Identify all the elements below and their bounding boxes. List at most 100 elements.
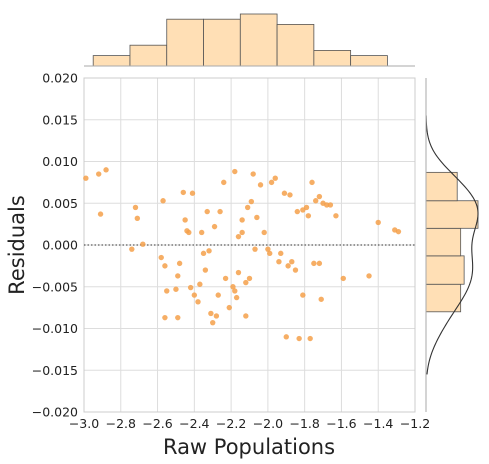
x-histogram-bar bbox=[276, 23, 315, 67]
data-point bbox=[318, 296, 324, 302]
data-point bbox=[267, 250, 273, 257]
data-point bbox=[221, 179, 227, 186]
data-point bbox=[307, 335, 313, 342]
data-point bbox=[283, 334, 289, 340]
data-point bbox=[175, 314, 181, 321]
data-point bbox=[164, 288, 170, 294]
data-point bbox=[230, 284, 236, 290]
data-point bbox=[213, 313, 220, 319]
data-point bbox=[96, 171, 102, 177]
data-point bbox=[395, 228, 402, 235]
y-tick-label: −0.020 bbox=[32, 405, 78, 420]
data-point bbox=[305, 213, 312, 219]
data-point bbox=[140, 241, 146, 247]
x-histogram-bar bbox=[166, 18, 204, 67]
y-tick-label: 0.015 bbox=[42, 112, 78, 127]
data-point bbox=[175, 273, 181, 279]
x-histogram-bar bbox=[239, 13, 278, 67]
x-tick-label: −2.4 bbox=[179, 416, 209, 431]
data-point bbox=[211, 223, 218, 230]
data-point bbox=[162, 263, 168, 269]
data-point bbox=[252, 246, 258, 252]
y-axis-ticks: 0.020 0.015 0.010 0.005 0.000 −0.005 −0.010 −0.… bbox=[32, 71, 78, 420]
data-point bbox=[187, 284, 194, 291]
data-point bbox=[200, 250, 207, 257]
x-marginal-histogram bbox=[92, 13, 388, 67]
data-point bbox=[186, 229, 192, 236]
data-point bbox=[235, 233, 242, 240]
y-tick-label: 0.010 bbox=[42, 154, 78, 169]
data-point bbox=[244, 204, 251, 211]
data-point bbox=[246, 275, 253, 282]
data-point bbox=[232, 288, 238, 294]
data-point bbox=[180, 189, 186, 196]
data-point bbox=[250, 171, 256, 177]
y-tick-label: 0.020 bbox=[42, 71, 78, 86]
data-point bbox=[289, 259, 295, 265]
data-point bbox=[265, 246, 271, 252]
data-point bbox=[195, 299, 201, 305]
data-point bbox=[261, 229, 267, 236]
y-axis-title: Residuals bbox=[5, 195, 29, 295]
data-point bbox=[162, 314, 168, 321]
data-point bbox=[287, 192, 293, 198]
x-tick-label: −1.6 bbox=[326, 416, 356, 431]
data-point bbox=[176, 260, 183, 267]
y-tick-label: 0.005 bbox=[42, 196, 78, 211]
data-point bbox=[134, 215, 141, 221]
data-point bbox=[257, 182, 264, 188]
data-point bbox=[233, 294, 240, 301]
x-histogram-bar bbox=[313, 50, 352, 67]
x-axis-ticks: −3.0 −2.8 −2.6 −2.4 −2.2 −2.0 −1.8 −1.6 −1.4 −1.2 bbox=[69, 416, 430, 431]
data-point bbox=[206, 248, 212, 254]
y-histogram-bar bbox=[425, 227, 462, 257]
data-point bbox=[333, 213, 339, 219]
data-point bbox=[254, 214, 260, 221]
x-histogram-bar bbox=[92, 55, 131, 67]
y-tick-label: −0.005 bbox=[32, 279, 78, 294]
data-point bbox=[158, 254, 164, 261]
data-point bbox=[268, 179, 275, 186]
data-point bbox=[243, 313, 249, 319]
data-point bbox=[296, 335, 302, 342]
data-point bbox=[132, 204, 139, 211]
data-point bbox=[316, 193, 323, 200]
data-point bbox=[189, 190, 196, 196]
data-point bbox=[173, 286, 179, 292]
x-histogram-bar bbox=[350, 55, 388, 67]
data-point bbox=[182, 217, 188, 223]
data-point bbox=[309, 179, 315, 186]
data-point bbox=[239, 229, 245, 236]
data-point bbox=[103, 167, 109, 173]
y-tick-label: −0.015 bbox=[32, 363, 78, 378]
y-kde-curve bbox=[425, 115, 479, 375]
data-point bbox=[340, 275, 346, 282]
data-point bbox=[129, 246, 135, 252]
x-tick-label: −2.8 bbox=[106, 416, 136, 431]
data-point bbox=[248, 198, 255, 205]
data-point bbox=[204, 208, 210, 215]
data-point bbox=[375, 219, 381, 226]
data-point bbox=[285, 263, 291, 269]
scatter-points bbox=[83, 167, 402, 342]
data-point bbox=[327, 202, 334, 208]
y-histogram-bar bbox=[425, 171, 458, 202]
data-point bbox=[198, 229, 205, 236]
y-histogram-bar bbox=[425, 255, 465, 285]
data-point bbox=[276, 259, 282, 265]
data-point bbox=[83, 175, 89, 181]
data-point bbox=[210, 319, 216, 326]
y-tick-label: −0.010 bbox=[32, 321, 78, 336]
data-point bbox=[197, 281, 203, 287]
x-histogram-bar bbox=[129, 44, 168, 67]
data-point bbox=[300, 292, 306, 298]
x-histogram-bar bbox=[203, 18, 241, 67]
x-tick-label: −1.8 bbox=[289, 416, 319, 431]
data-point bbox=[232, 168, 238, 175]
data-point bbox=[243, 279, 249, 286]
data-point bbox=[217, 208, 223, 215]
data-point bbox=[226, 304, 232, 311]
y-histogram-bar bbox=[425, 200, 479, 229]
data-point bbox=[235, 269, 242, 276]
